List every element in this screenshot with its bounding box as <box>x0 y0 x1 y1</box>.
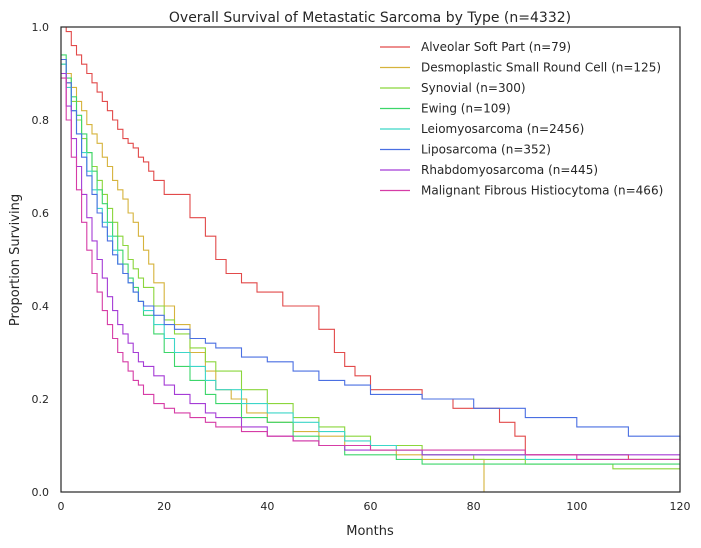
legend-entry-3: Ewing (n=109) <box>421 102 511 116</box>
x-tick-label: 80 <box>467 500 481 513</box>
y-tick-label: 1.0 <box>32 21 50 34</box>
series-line-5 <box>61 58 681 441</box>
x-tick-label: 40 <box>260 500 274 513</box>
y-tick-label: 0.4 <box>32 300 50 313</box>
y-tick-label: 0.2 <box>32 393 50 406</box>
y-tick-label: 0.6 <box>32 207 50 220</box>
y-axis-label: Proportion Surviving <box>8 194 23 326</box>
legend-entry-2: Synovial (n=300) <box>421 81 526 95</box>
y-tick-label: 0.0 <box>32 486 50 499</box>
legend: Alveolar Soft Part (n=79) Desmoplastic Sm… <box>380 40 663 198</box>
legend-entry-6: Rhabdomyosarcoma (n=445) <box>421 163 598 177</box>
legend-entry-4: Leiomyosarcoma (n=2456) <box>421 122 584 136</box>
series-line-7 <box>61 77 680 460</box>
x-tick-label: 120 <box>670 500 691 513</box>
legend-entry-5: Liposarcoma (n=352) <box>421 143 551 157</box>
x-tick-label: 20 <box>157 500 171 513</box>
series-layer <box>61 26 681 493</box>
chart-title: Overall Survival of Metastatic Sarcoma b… <box>169 10 571 26</box>
y-axis-ticks: 0.0 0.2 0.4 0.6 0.8 1.0 <box>32 21 50 499</box>
legend-entry-1: Desmoplastic Small Round Cell (n=125) <box>421 61 661 75</box>
x-axis-ticks: 0 20 40 60 80 100 120 <box>58 500 691 513</box>
legend-entry-7: Malignant Fibrous Histiocytoma (n=466) <box>421 184 663 198</box>
plot-area <box>61 26 681 493</box>
x-tick-label: 100 <box>566 500 587 513</box>
x-tick-label: 0 <box>58 500 65 513</box>
plot-frame <box>60 26 681 493</box>
x-axis-label: Months <box>346 524 394 539</box>
y-tick-label: 0.8 <box>32 114 50 127</box>
x-tick-label: 60 <box>364 500 378 513</box>
legend-entry-0: Alveolar Soft Part (n=79) <box>421 40 571 54</box>
